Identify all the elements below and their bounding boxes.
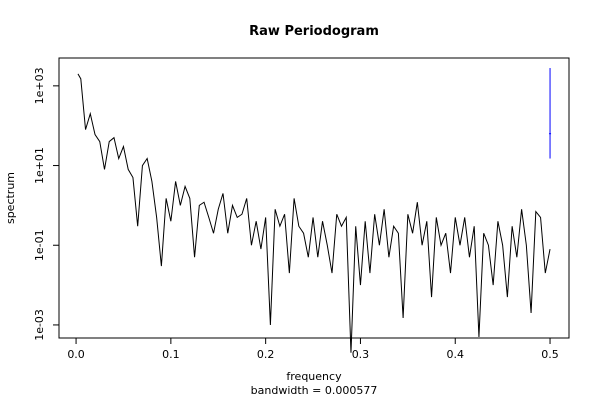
x-tick-label: 0.2	[257, 348, 275, 361]
x-tick-label: 0.4	[446, 348, 464, 361]
y-tick-label: 1e+01	[33, 147, 46, 184]
x-axis-label: frequency	[286, 370, 342, 383]
x-tick-label: 0.1	[162, 348, 180, 361]
chart-title: Raw Periodogram	[249, 24, 379, 39]
y-tick-label: 1e-03	[33, 309, 46, 341]
spectrum-line	[77, 73, 551, 353]
plot-box	[58, 57, 570, 339]
x-tick-label: 0.3	[352, 348, 370, 361]
y-tick-label: 1e+03	[33, 67, 46, 104]
subtitle: bandwidth = 0.000577	[251, 384, 378, 397]
y-axis-label: spectrum	[4, 172, 17, 224]
x-tick-label: 0.0	[67, 348, 85, 361]
y-tick-label: 1e-01	[33, 229, 46, 261]
x-tick-label: 0.5	[541, 348, 559, 361]
